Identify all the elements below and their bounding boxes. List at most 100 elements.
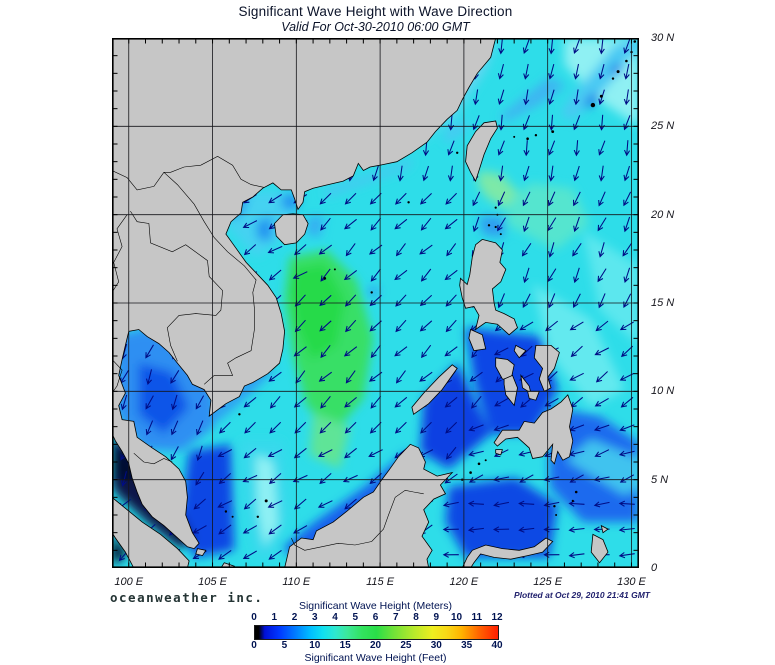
wave-arrow bbox=[618, 500, 635, 507]
wave-arrow bbox=[219, 421, 231, 434]
wave-arrow bbox=[344, 192, 357, 205]
wave-arrow bbox=[269, 421, 282, 434]
wave-arrow bbox=[395, 294, 407, 307]
wave-arrow bbox=[522, 115, 530, 131]
wave-arrow bbox=[170, 446, 179, 461]
wave-arrow bbox=[317, 500, 333, 508]
wave-arrow bbox=[573, 267, 580, 284]
wave-arrow bbox=[497, 140, 505, 156]
wave-arrow bbox=[244, 421, 256, 434]
wave-arrow bbox=[444, 218, 458, 230]
wave-arrow bbox=[394, 396, 408, 408]
wave-arrow bbox=[573, 89, 580, 106]
wave-arrow bbox=[394, 421, 407, 434]
wave-arrow bbox=[593, 424, 610, 432]
islet bbox=[551, 130, 555, 133]
wave-arrow bbox=[442, 526, 459, 533]
wave-arrow bbox=[473, 89, 480, 106]
islet bbox=[553, 505, 556, 508]
wave-arrow bbox=[593, 501, 610, 508]
lat-label: 10 N bbox=[651, 385, 675, 398]
wave-arrow bbox=[217, 449, 233, 458]
wave-arrow bbox=[594, 347, 610, 356]
islet bbox=[513, 135, 516, 138]
islet bbox=[484, 459, 487, 462]
wave-arrow bbox=[595, 320, 609, 332]
wave-arrow bbox=[445, 294, 457, 307]
wave-arrow bbox=[598, 38, 605, 55]
land-sumatra bbox=[112, 496, 190, 568]
wave-arrow bbox=[422, 165, 429, 182]
wave-arrow bbox=[472, 216, 480, 233]
degree-ticks bbox=[113, 39, 638, 567]
oceanweather-logo-text: oceanweather inc. bbox=[110, 590, 264, 605]
wave-arrow bbox=[470, 395, 482, 409]
wave-arrow bbox=[344, 447, 357, 459]
wave-arrow bbox=[268, 549, 282, 560]
islet bbox=[224, 510, 228, 513]
wave-arrow bbox=[445, 421, 458, 434]
wave-arrow bbox=[267, 245, 283, 254]
wave-arrow bbox=[472, 115, 480, 131]
meters-tick-label: 10 bbox=[450, 612, 463, 623]
wave-arrow bbox=[243, 447, 257, 459]
wave-arrow bbox=[268, 524, 282, 535]
wave-arrow bbox=[497, 89, 505, 106]
wave-arrow bbox=[569, 321, 584, 331]
map-layers bbox=[112, 38, 639, 568]
land-sulawesi-arm bbox=[461, 537, 554, 568]
land-taiwan bbox=[465, 120, 498, 183]
wave-arrow bbox=[395, 243, 406, 257]
wave-arrow bbox=[522, 165, 530, 182]
wave-arrow bbox=[419, 371, 433, 382]
wave-arrow bbox=[597, 217, 607, 232]
wave-arrow bbox=[397, 165, 404, 182]
wave-arrow bbox=[268, 371, 282, 382]
wave-arrow bbox=[120, 394, 128, 411]
wave-arrow bbox=[318, 449, 333, 458]
wave-arrow bbox=[419, 320, 433, 332]
meters-tick-label: 11 bbox=[471, 612, 483, 623]
wave-arrow bbox=[518, 526, 535, 533]
wave-arrow bbox=[445, 446, 457, 460]
wave-arrow bbox=[468, 424, 484, 432]
lon-label: 130 E bbox=[617, 576, 646, 588]
wave-arrow bbox=[624, 140, 631, 157]
lon-label: 100 E bbox=[114, 576, 144, 588]
wave-arrow bbox=[573, 38, 581, 55]
wave-arrow bbox=[370, 344, 381, 359]
wave-arrow bbox=[598, 165, 605, 182]
wave-arrow bbox=[447, 140, 455, 156]
wave-arrow bbox=[344, 421, 357, 434]
feet-tick-label: 5 bbox=[281, 640, 288, 651]
islet bbox=[494, 225, 497, 229]
feet-tick-label: 10 bbox=[309, 640, 321, 651]
wave-arrow bbox=[420, 217, 432, 231]
wave-arrow bbox=[420, 421, 432, 434]
islet bbox=[238, 413, 241, 416]
land-mindoro bbox=[468, 328, 487, 352]
islet bbox=[323, 277, 327, 280]
islet bbox=[526, 137, 529, 140]
wave-arrow bbox=[320, 395, 331, 409]
wave-arrow bbox=[523, 63, 530, 80]
feet-tick-label: 40 bbox=[491, 640, 503, 651]
islet bbox=[499, 233, 502, 236]
wave-arrow bbox=[145, 344, 154, 359]
lon-label: 105 E bbox=[198, 576, 227, 588]
wave-arrow bbox=[446, 243, 457, 257]
country-border bbox=[112, 214, 128, 293]
wave-arrow bbox=[573, 63, 580, 80]
islet bbox=[625, 59, 628, 63]
wave-arrow bbox=[569, 372, 584, 381]
land-halmahera bbox=[590, 533, 609, 564]
lat-label: 0 bbox=[651, 562, 658, 574]
islet bbox=[599, 94, 603, 98]
wave-arrow bbox=[573, 216, 580, 233]
land-basilan bbox=[495, 449, 503, 456]
lat-label: 15 N bbox=[651, 297, 675, 309]
wave-arrow bbox=[623, 63, 630, 80]
wave-arrow bbox=[267, 500, 283, 508]
valid-time-subtitle: Valid For Oct-30-2010 06:00 GMT bbox=[281, 20, 470, 34]
wave-arrow bbox=[369, 320, 382, 332]
